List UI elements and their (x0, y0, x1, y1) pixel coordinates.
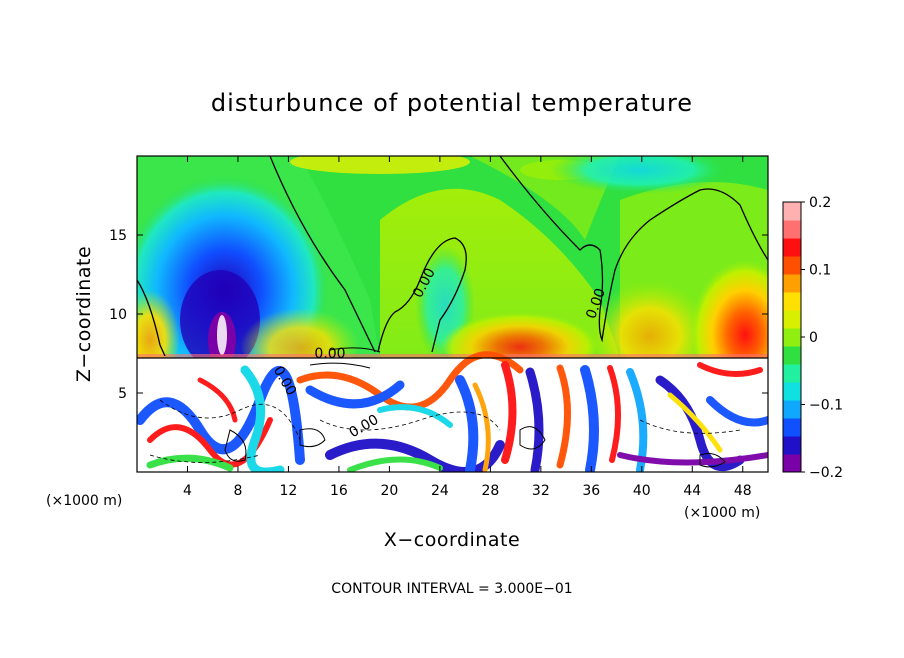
colorbar-tick-label: −0.1 (809, 398, 843, 414)
zero-contours (137, 156, 768, 359)
chart-title: disturbunce of potential temperature (211, 89, 693, 117)
colorbar-swatch (783, 202, 801, 221)
contour-interval-note: CONTOUR INTERVAL = 3.000E−01 (331, 581, 572, 597)
y-tick-label: 10 (109, 307, 127, 323)
colorbar-swatch (783, 418, 801, 437)
x-axis: 4 8 12 16 20 24 28 32 36 40 44 48 (183, 156, 752, 499)
colorbar-swatch (783, 400, 801, 419)
x-tick-label: 16 (330, 483, 348, 499)
y-tick-label: 5 (118, 386, 127, 402)
y-tick-label: 15 (109, 228, 127, 244)
x-tick-label: 8 (233, 483, 242, 499)
colorbar-swatch (783, 238, 801, 257)
colorbar-tick-label: −0.2 (809, 465, 843, 481)
colorbar-swatch (783, 382, 801, 401)
colorbar-swatch (783, 310, 801, 329)
x-axis-label: X−coordinate (384, 529, 520, 551)
colorbar-swatch (783, 436, 801, 455)
colorbar-swatch (783, 328, 801, 347)
x-tick-label: 48 (734, 483, 752, 499)
colorbar-swatch (783, 274, 801, 293)
x-tick-label: 12 (280, 483, 298, 499)
x-tick-label: 40 (633, 483, 651, 499)
y-axis: 5 10 15 (109, 228, 768, 402)
x-tick-label: 28 (481, 483, 499, 499)
colorbar-swatch (783, 292, 801, 311)
colorbar-swatch (783, 220, 801, 239)
x-tick-label: 44 (683, 483, 701, 499)
colorbar-tick-label: 0 (809, 330, 818, 346)
x-unit-label-right: (×1000 m) (684, 505, 760, 521)
x-unit-label: (×1000 m) (46, 493, 122, 509)
colorbar-tick-label: 0.2 (809, 195, 831, 211)
contour-label: 0.00 (314, 346, 345, 362)
x-tick-label: 24 (431, 483, 449, 499)
colorbar-swatch (783, 364, 801, 383)
x-tick-label: 20 (380, 483, 398, 499)
colorbar-swatch (783, 256, 801, 275)
x-tick-label: 4 (183, 483, 192, 499)
colorbar-swatch (783, 454, 801, 473)
colorbar-tick-label: 0.1 (809, 263, 831, 279)
heatmap-field (137, 156, 768, 472)
colorbar (783, 202, 801, 473)
x-tick-label: 32 (532, 483, 550, 499)
colorbar-ticks: 0.2 0.1 0 −0.1 −0.2 (801, 195, 843, 481)
colorbar-swatch (783, 346, 801, 365)
lower-contours (224, 347, 726, 468)
y-axis-label: Z−coordinate (73, 246, 95, 382)
x-tick-label: 36 (582, 483, 600, 499)
